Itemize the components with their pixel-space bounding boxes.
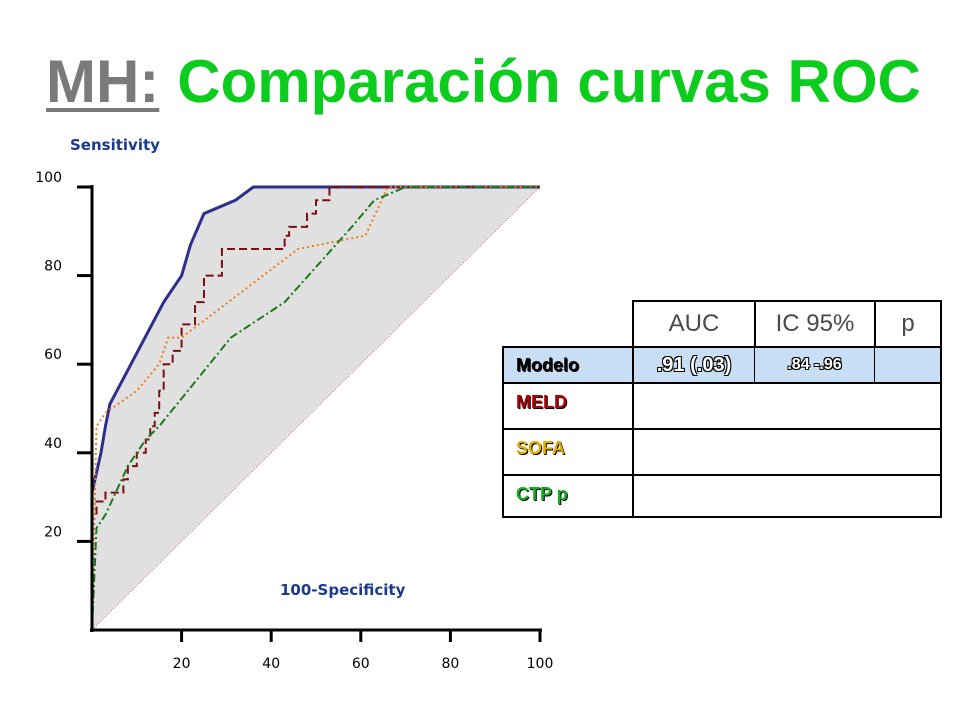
auc-comparison-table: AUC IC 95% p Modelo .91 (.03) .84 -.96 MELD SOF… [502,300,942,518]
table-row-label: MELD [502,382,632,428]
x-tick-label: 100 [527,656,554,672]
table-row-label: CTP p [502,474,632,518]
x-axis-label: 100-Specificity [280,581,406,599]
reference-diagonal [91,186,541,631]
table-row-label: SOFA [502,428,632,474]
roc-series-1-line [90,185,540,630]
table-header-cell: IC 95% [754,300,874,346]
table-cell-ci: .84 -.96 [754,346,874,382]
y-tick-label: 80 [44,259,62,275]
x-tick-label: 80 [441,656,459,672]
roc-series-2-line [91,186,540,630]
title-prefix: MH: [46,48,160,115]
x-tick-label: 20 [173,656,191,672]
page-title: MH: Comparación curvas ROC [46,52,921,112]
y-axis-label: Sensitivity [70,136,160,154]
x-tick-label: 40 [262,656,280,672]
table-row-label: Modelo [502,346,632,382]
series-layer [90,185,540,631]
table-cell-p [874,346,942,382]
title-main: Comparación curvas ROC [177,48,921,115]
roc-series-4-line [91,186,540,631]
y-tick-label: 40 [44,436,62,452]
table-cell-empty [632,428,942,474]
y-tick-label: 60 [44,347,62,363]
table-cell-empty [632,474,942,518]
roc-series-3-line [91,186,540,631]
y-tick-label: 20 [44,524,62,540]
table-header-cell: AUC [632,300,754,346]
table-header-cell: p [874,300,942,346]
ticks-layer: 20 40 60 80 100 20 40 60 80 100 [35,170,553,672]
x-tick-label: 60 [352,656,370,672]
table-cell-auc: .91 (.03) [632,346,754,382]
table-cell-empty [632,382,942,428]
y-tick-label: 100 [35,170,62,186]
